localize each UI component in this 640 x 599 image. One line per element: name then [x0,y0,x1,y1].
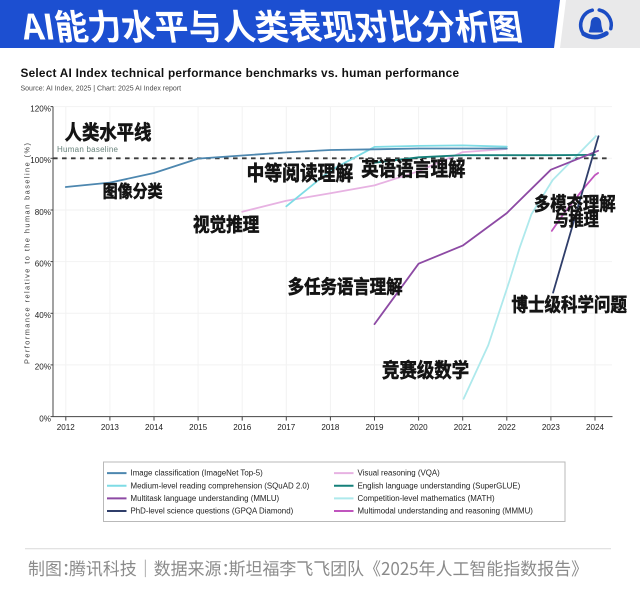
svg-text:2016: 2016 [233,423,252,432]
svg-text:Multimodal understanding and r: Multimodal understanding and reasoning (… [358,507,534,516]
svg-text:120%: 120% [30,104,51,113]
svg-text:Human baseline: Human baseline [57,145,119,154]
svg-text:Multitask language understandi: Multitask language understanding (MMLU) [131,494,280,503]
svg-text:2024: 2024 [586,423,605,432]
svg-text:Source: AI Index, 2025 | Chart: Source: AI Index, 2025 | Chart: 2025 AI … [21,86,182,93]
svg-text:Medium-level reading comprehen: Medium-level reading comprehension (SQuA… [131,481,310,490]
svg-text:20%: 20% [35,363,51,372]
svg-text:Visual reasoning (VQA): Visual reasoning (VQA) [358,469,441,478]
svg-text:2023: 2023 [542,423,561,432]
svg-text:2014: 2014 [145,423,164,432]
svg-text:2012: 2012 [57,423,76,432]
svg-text:Performance relative to the hu: Performance relative to the human baseli… [23,143,32,364]
svg-text:40%: 40% [35,311,51,320]
svg-text:0%: 0% [39,414,51,423]
svg-text:2020: 2020 [410,423,429,432]
svg-text:2019: 2019 [365,423,384,432]
svg-text:2022: 2022 [498,423,517,432]
svg-text:60%: 60% [35,259,51,268]
svg-text:2021: 2021 [454,423,473,432]
svg-text:80%: 80% [35,208,51,217]
svg-text:2013: 2013 [101,423,120,432]
svg-text:Image classification (ImageNet: Image classification (ImageNet Top-5) [131,469,264,478]
svg-text:2018: 2018 [321,423,340,432]
svg-text:Select AI Index technical perf: Select AI Index technical performance be… [21,66,460,80]
svg-text:100%: 100% [30,156,51,165]
svg-text:English language understanding: English language understanding (SuperGLU… [358,481,521,490]
svg-text:Competition-level mathematics: Competition-level mathematics (MATH) [358,494,495,503]
svg-text:2015: 2015 [189,423,208,432]
svg-text:PhD-level science questions (G: PhD-level science questions (GPQA Diamon… [131,507,294,516]
svg-text:2017: 2017 [277,423,296,432]
